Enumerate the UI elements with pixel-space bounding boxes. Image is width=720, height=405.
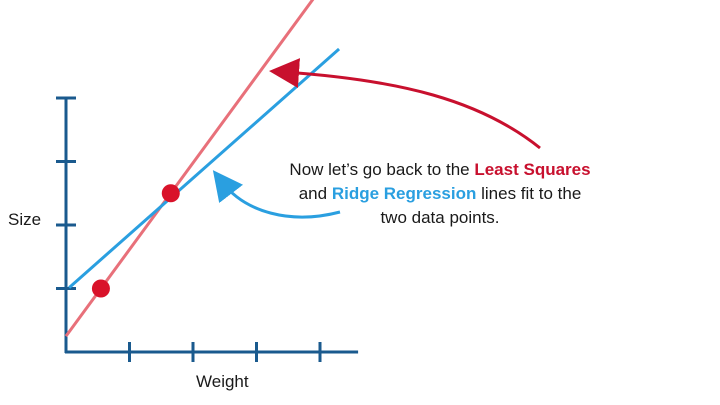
ridge-regression-pointer-arrow xyxy=(212,170,341,219)
regression-lines xyxy=(64,0,341,338)
axes xyxy=(56,96,359,362)
least-squares-line xyxy=(64,0,315,338)
annotation-part-1: Now let’s go back to the xyxy=(289,160,470,179)
annotation-text: Now let’s go back to the Least Squares a… xyxy=(262,158,618,230)
least-squares-label: Least Squares xyxy=(474,160,591,179)
y-axis-label: Size xyxy=(8,210,42,229)
annotation-part-2: lines fit to the xyxy=(481,184,582,203)
annotation-part-3: two data points. xyxy=(380,208,500,227)
data-points xyxy=(91,184,180,298)
ridge-regression-label: Ridge Regression xyxy=(331,184,477,203)
data-point xyxy=(91,279,110,298)
annotation-and: and xyxy=(298,184,328,203)
least-squares-pointer-arrow xyxy=(269,58,541,150)
x-axis-label: Weight xyxy=(196,372,249,391)
ridge-regression-line xyxy=(68,47,341,289)
data-point xyxy=(161,184,180,203)
